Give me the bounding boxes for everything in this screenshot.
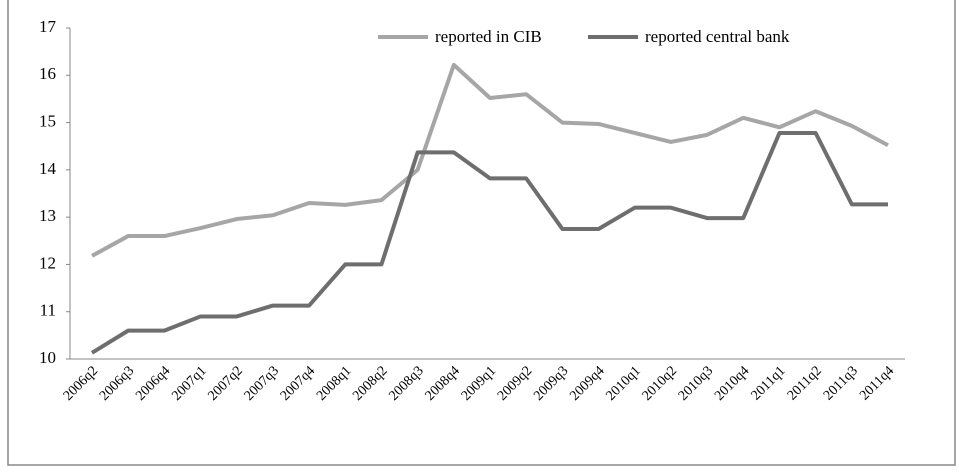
x-tick-label: 2011q4 — [857, 363, 897, 403]
legend-label: reported central bank — [645, 27, 790, 46]
x-tick-label: 2009q2 — [495, 363, 535, 403]
x-tick-label: 2006q3 — [97, 363, 137, 403]
x-tick-label: 2009q4 — [567, 363, 607, 403]
y-tick-label: 14 — [39, 159, 57, 178]
x-tick-label: 2009q3 — [531, 363, 571, 403]
y-tick-label: 10 — [39, 348, 56, 367]
series-line — [90, 130, 888, 355]
x-tick-label: 2010q1 — [604, 363, 644, 403]
legend-label: reported in CIB — [435, 27, 542, 46]
x-tick-label: 2008q3 — [386, 363, 426, 403]
x-tick-label: 2011q3 — [821, 363, 861, 403]
y-tick-label: 17 — [39, 17, 57, 36]
x-tick-label: 2008q4 — [423, 363, 463, 403]
series-line — [91, 62, 889, 258]
x-tick-label: 2008q2 — [350, 363, 390, 403]
frame — [7, 0, 956, 466]
x-tick-label: 2011q2 — [785, 363, 825, 403]
x-tick-label: 2010q3 — [676, 363, 716, 403]
x-tick-label: 2008q1 — [314, 363, 354, 403]
x-tick-label: 2011q1 — [749, 363, 789, 403]
y-tick-label: 15 — [39, 111, 56, 130]
x-tick-label: 2007q1 — [169, 363, 209, 403]
x-tick-label: 2009q1 — [459, 363, 499, 403]
x-tick-label: 2007q4 — [278, 363, 318, 403]
x-tick-label: 2006q2 — [61, 363, 101, 403]
y-tick-label: 11 — [40, 301, 56, 320]
x-tick-label: 2010q4 — [712, 363, 752, 403]
x-tick-label: 2010q2 — [640, 363, 680, 403]
x-tick-label: 2007q3 — [242, 363, 282, 403]
x-tick-label: 2006q4 — [133, 363, 173, 403]
x-tick-label: 2007q2 — [206, 363, 246, 403]
y-tick-label: 13 — [39, 206, 56, 225]
y-tick-label: 12 — [39, 253, 56, 272]
y-tick-label: 16 — [39, 64, 56, 83]
